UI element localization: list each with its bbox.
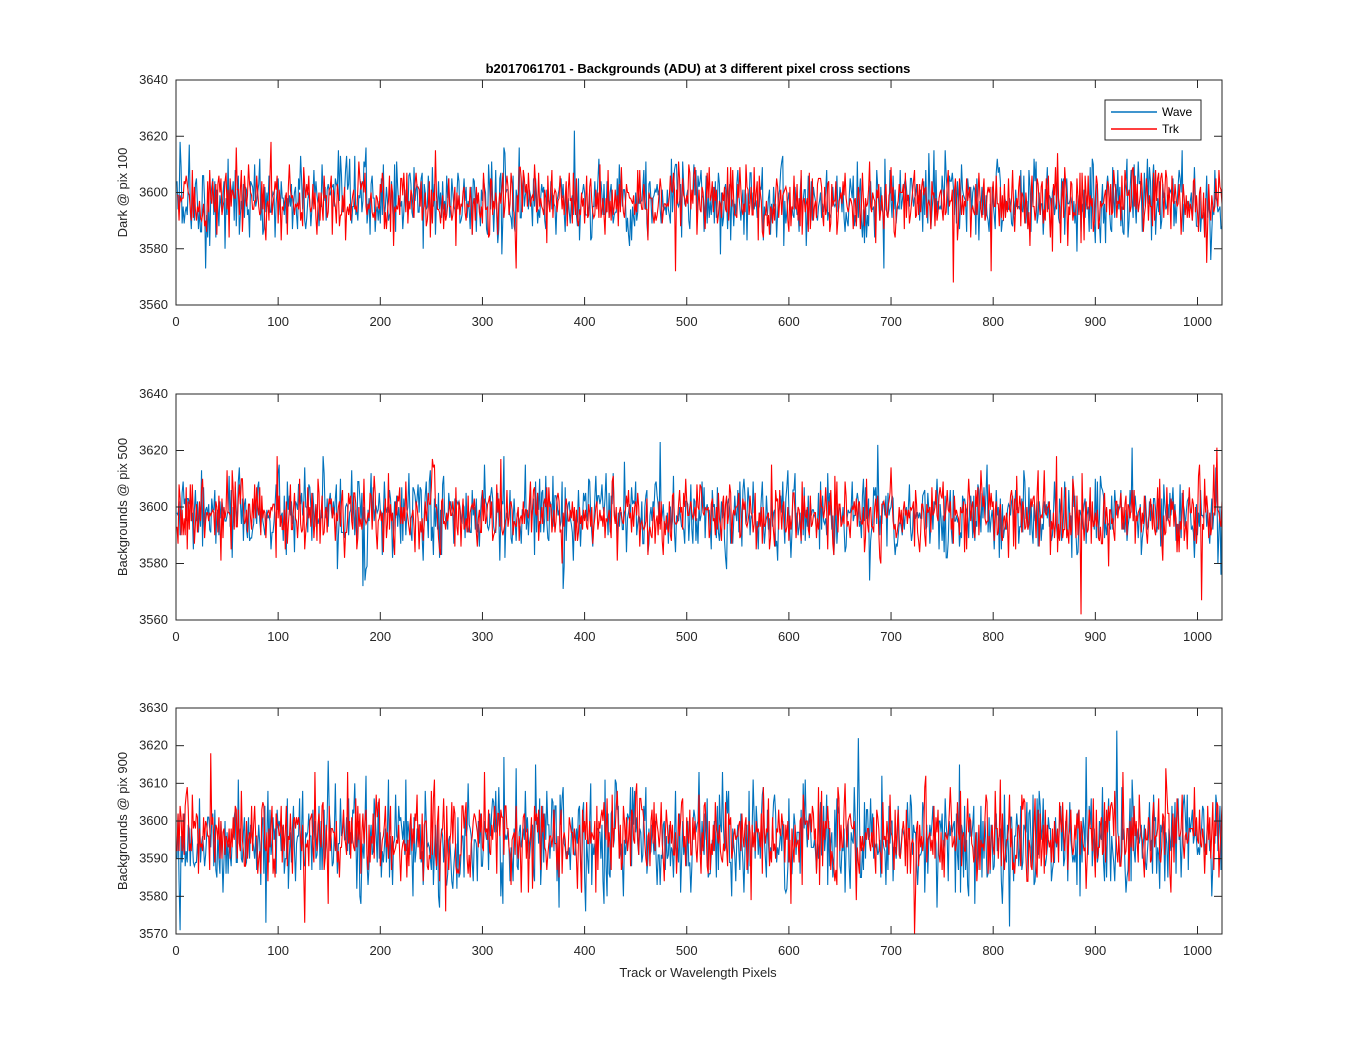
x-tick-label: 800 <box>982 943 1004 958</box>
x-tick-label: 300 <box>472 629 494 644</box>
y-tick-label: 3600 <box>139 185 168 200</box>
x-tick-label: 400 <box>574 629 596 644</box>
x-tick-label: 100 <box>267 314 289 329</box>
legend-label-wave: Wave <box>1162 105 1193 119</box>
series-line-trk <box>176 753 1222 934</box>
x-tick-label: 900 <box>1084 314 1106 329</box>
y-tick-label: 3620 <box>139 128 168 143</box>
x-tick-label: 900 <box>1084 943 1106 958</box>
y-tick-label: 3640 <box>139 386 168 401</box>
y-tick-label: 3630 <box>139 700 168 715</box>
x-tick-label: 800 <box>982 314 1004 329</box>
x-tick-label: 100 <box>267 943 289 958</box>
x-tick-label: 200 <box>369 629 391 644</box>
x-tick-label: 700 <box>880 314 902 329</box>
x-tick-label: 1000 <box>1183 629 1212 644</box>
y-tick-label: 3580 <box>139 241 168 256</box>
x-tick-label: 900 <box>1084 629 1106 644</box>
x-tick-label: 500 <box>676 943 698 958</box>
x-tick-label: 700 <box>880 629 902 644</box>
x-axis-label: Track or Wavelength Pixels <box>619 965 777 980</box>
x-tick-label: 300 <box>472 943 494 958</box>
x-tick-label: 1000 <box>1183 314 1212 329</box>
y-tick-label: 3560 <box>139 297 168 312</box>
x-tick-label: 400 <box>574 943 596 958</box>
panel-2: 0 100 200 300 400 500 600 700 800 900 1000 3560 3580… <box>115 386 1223 644</box>
x-tick-label: 200 <box>369 943 391 958</box>
x-tick-label: 500 <box>676 314 698 329</box>
y-axis-label: Dark @ pix 100 <box>115 148 130 238</box>
x-tick-label: 0 <box>172 314 179 329</box>
y-tick-label: 3610 <box>139 775 168 790</box>
y-tick-label: 3570 <box>139 926 168 941</box>
legend: Wave Trk <box>1104 99 1202 141</box>
panel-3: 0 100 200 300 400 500 600 700 800 900 1000 3570 3580… <box>115 700 1223 958</box>
y-tick-label: 3580 <box>139 888 168 903</box>
x-tick-label: 600 <box>778 943 800 958</box>
x-tick-label: 600 <box>778 314 800 329</box>
y-tick-label: 3590 <box>139 851 168 866</box>
x-tick-label: 100 <box>267 629 289 644</box>
y-tick-label: 3600 <box>139 499 168 514</box>
x-tick-label: 500 <box>676 629 698 644</box>
x-tick-label: 0 <box>172 629 179 644</box>
x-tick-label: 1000 <box>1183 943 1212 958</box>
x-tick-label: 400 <box>574 314 596 329</box>
legend-box <box>1104 99 1202 141</box>
x-tick-label: 600 <box>778 629 800 644</box>
x-tick-label: 300 <box>472 314 494 329</box>
x-tick-label: 800 <box>982 629 1004 644</box>
series-line-wave <box>176 442 1222 589</box>
series-line-trk <box>177 141 1222 283</box>
y-tick-label: 3560 <box>139 612 168 627</box>
y-axis-label: Backgrounds @ pix 500 <box>115 438 130 576</box>
y-axis-label: Backgrounds @ pix 900 <box>115 752 130 890</box>
y-tick-label: 3640 <box>139 72 168 87</box>
figure-title: b2017061701 - Backgrounds (ADU) at 3 dif… <box>486 61 911 76</box>
y-tick-label: 3620 <box>139 443 168 458</box>
y-tick-label: 3600 <box>139 813 168 828</box>
panel-1: 0 100 200 300 400 500 600 700 800 900 1000 3560 3580… <box>115 72 1223 329</box>
y-tick-label: 3620 <box>139 738 168 753</box>
y-tick-label: 3580 <box>139 556 168 571</box>
legend-label-trk: Trk <box>1162 122 1180 136</box>
x-tick-label: 700 <box>880 943 902 958</box>
x-tick-label: 0 <box>172 943 179 958</box>
series-line-trk <box>176 447 1222 615</box>
x-tick-label: 200 <box>369 314 391 329</box>
